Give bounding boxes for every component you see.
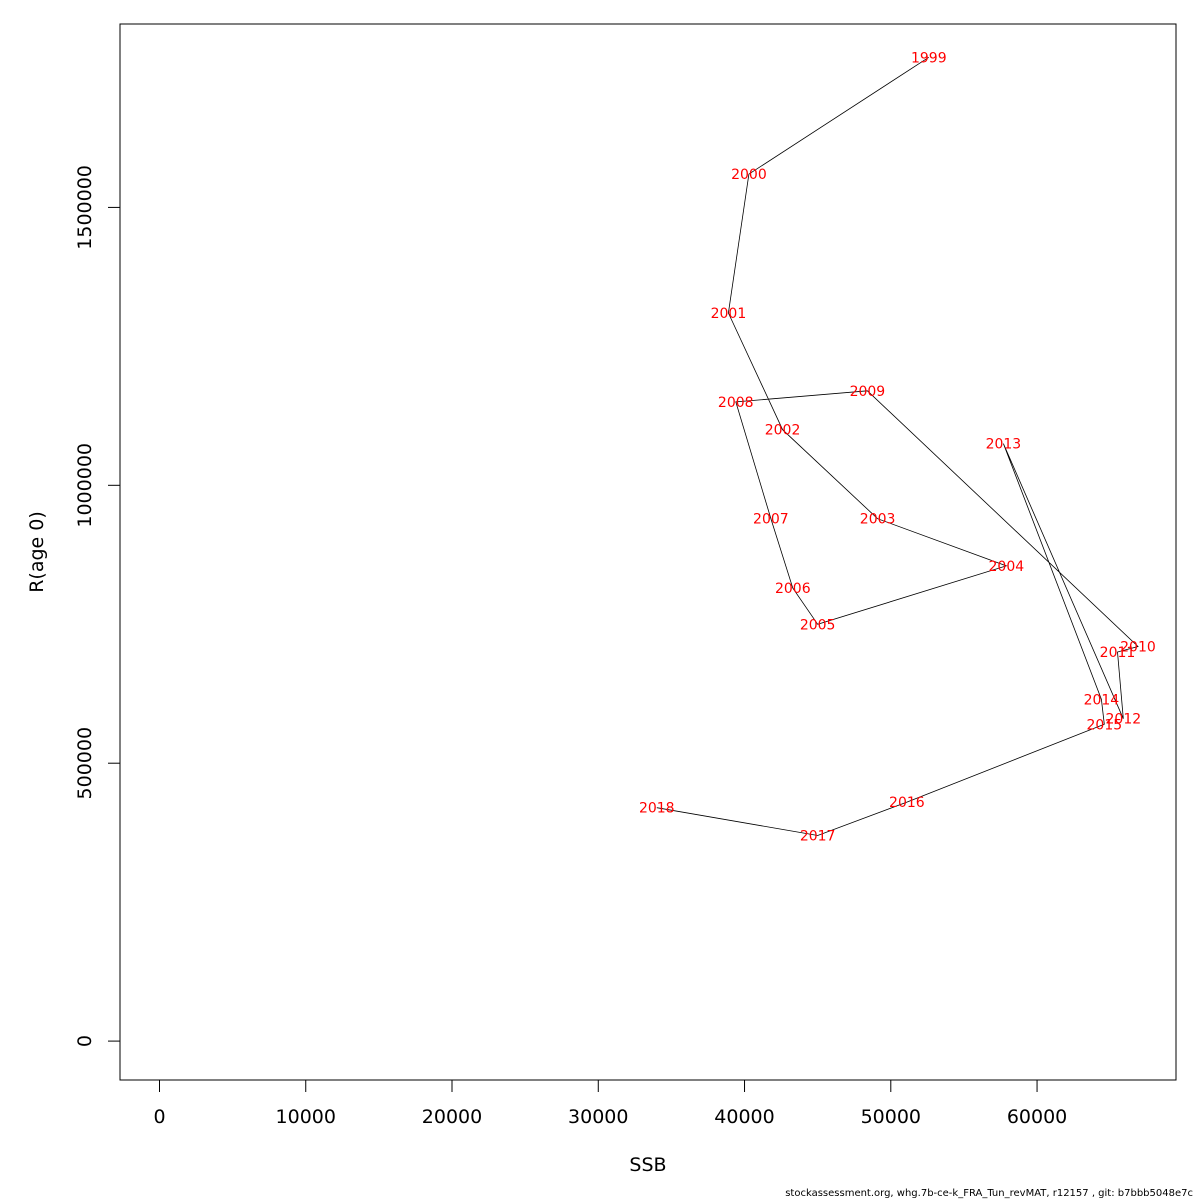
year-label-2013: 2013	[986, 437, 1022, 453]
y-tick-label: 0	[74, 1035, 96, 1047]
year-label-2017: 2017	[800, 828, 836, 844]
year-label-2015: 2015	[1087, 717, 1123, 733]
x-axis: 0 10000 20000 30000 40000 50000 60000	[153, 1079, 1067, 1128]
x-tick-label: 60000	[1007, 1106, 1067, 1128]
y-tick-label: 500000	[74, 727, 96, 800]
point-labels: 1999 2000 2001 2002 2003 2004 2005 2006 2007 2008…	[639, 50, 1156, 844]
year-label-2008: 2008	[718, 395, 754, 411]
year-label-2012: 2012	[1106, 712, 1142, 728]
plot-frame	[119, 23, 1177, 1081]
x-tick-label: 30000	[568, 1106, 628, 1128]
year-label-2001: 2001	[711, 306, 747, 322]
year-label-2018: 2018	[639, 801, 675, 817]
year-label-2007: 2007	[753, 512, 789, 528]
x-tick-label: 50000	[861, 1106, 921, 1128]
year-label-2002: 2002	[765, 423, 801, 439]
trajectory-line	[656, 56, 1139, 836]
x-tick-label: 40000	[714, 1106, 774, 1128]
year-label-2000: 2000	[731, 167, 767, 183]
x-tick-label: 0	[153, 1106, 165, 1128]
year-label-2011: 2011	[1100, 645, 1136, 661]
x-tick-label: 20000	[422, 1106, 482, 1128]
footer-credit: stockassessment.org, whg.7b-ce-k_FRA_Tun…	[785, 1188, 1193, 1199]
y-axis-title: R(age 0)	[26, 511, 48, 593]
year-label-2005: 2005	[800, 617, 836, 633]
year-label-2006: 2006	[775, 581, 811, 597]
year-label-2010: 2010	[1120, 639, 1156, 655]
series-line	[656, 56, 1139, 836]
year-label-1999: 1999	[911, 50, 947, 66]
year-label-2004: 2004	[989, 559, 1025, 575]
x-tick-label: 10000	[276, 1106, 336, 1128]
year-label-2009: 2009	[850, 384, 886, 400]
y-tick-label: 1500000	[74, 165, 96, 250]
year-label-2014: 2014	[1084, 692, 1120, 708]
x-axis-title: SSB	[629, 1154, 666, 1176]
y-axis: 0 500000 1000000 1500000	[74, 165, 121, 1047]
y-tick-label: 1000000	[74, 443, 96, 528]
year-label-2016: 2016	[889, 795, 925, 811]
year-label-2003: 2003	[860, 512, 896, 528]
